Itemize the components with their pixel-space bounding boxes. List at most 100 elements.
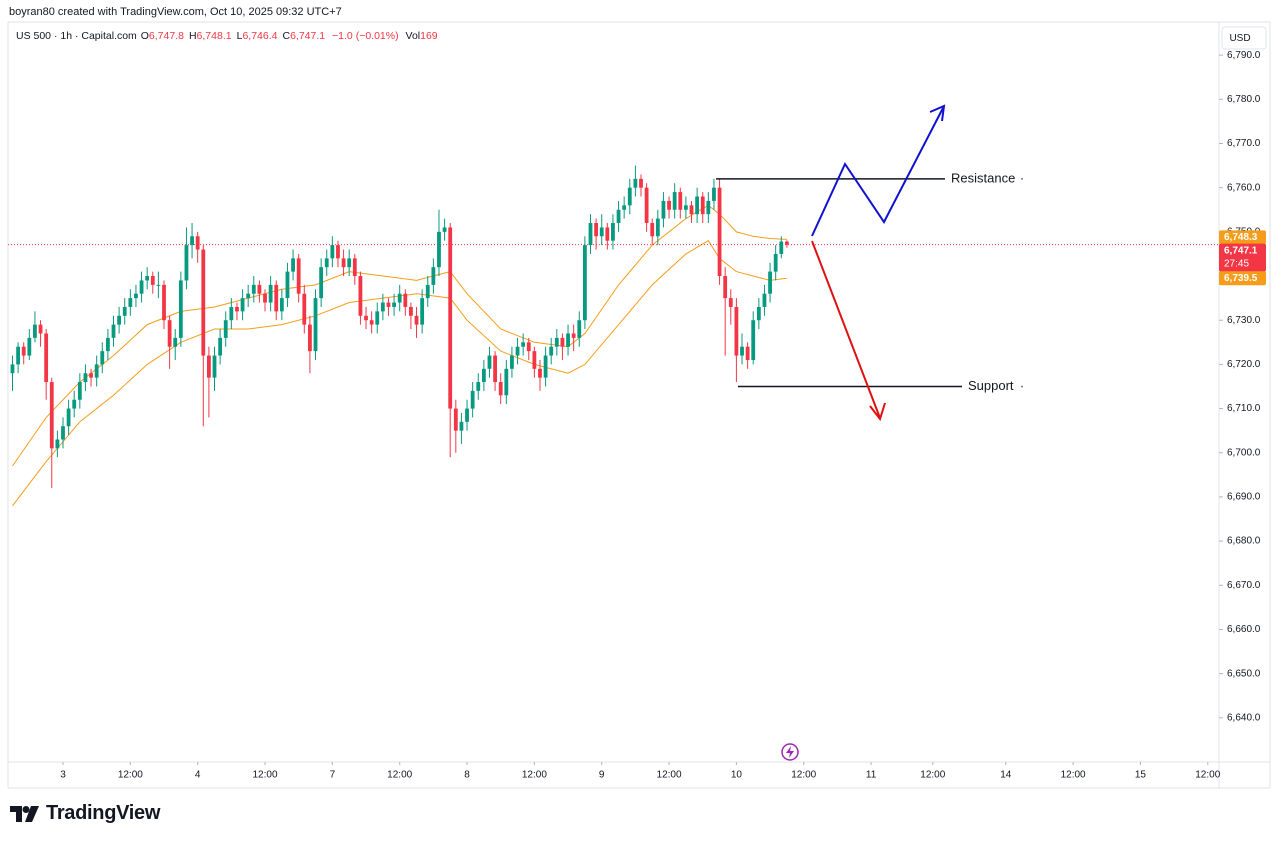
candle-body — [263, 293, 267, 303]
ohlc-key: O — [140, 30, 149, 42]
ohlc-key: L — [236, 30, 243, 42]
candle-body — [560, 337, 565, 347]
candle-body — [712, 187, 716, 201]
ohlc-value: 6,747.1 — [290, 30, 326, 42]
candle-body — [773, 253, 778, 272]
candle-body — [571, 333, 576, 338]
candle-body — [549, 346, 554, 356]
y-tick-label: 6,780.0 — [1227, 94, 1261, 105]
ohlc-key: C — [282, 30, 291, 42]
symbol-legend: US 500 · 1h · Capital.com O6,747.8 H6,748… — [16, 30, 442, 42]
candle-body — [386, 302, 391, 307]
candle-body — [347, 258, 352, 268]
level-handle — [1021, 177, 1023, 180]
candle-body — [156, 284, 161, 286]
price-tag — [1219, 243, 1266, 272]
candle-body — [235, 306, 239, 312]
credit: boyran80 created with TradingView.com, O… — [9, 6, 342, 18]
x-tick-label: 4 — [195, 770, 201, 781]
candle-body — [453, 408, 458, 431]
currency: USD — [1229, 33, 1250, 44]
candle-body — [21, 346, 26, 356]
y-tick-label: 6,690.0 — [1227, 492, 1261, 503]
candle-body — [717, 187, 722, 277]
event-icon[interactable] — [781, 743, 799, 761]
candle-body — [639, 178, 643, 188]
candle-body — [206, 355, 211, 378]
x-tick-label: 7 — [330, 770, 336, 781]
currency-box[interactable] — [1221, 26, 1267, 50]
y-tick-label: 6,700.0 — [1227, 447, 1261, 458]
x-tick-label: 11 — [866, 770, 877, 781]
candle-body — [336, 245, 340, 259]
ohlc-value: 6,747.8 — [148, 30, 184, 42]
logo-icon — [10, 805, 39, 822]
price-tag — [1219, 230, 1266, 245]
candle-body — [493, 355, 497, 383]
candle-body — [588, 223, 593, 246]
candle-body — [740, 346, 744, 356]
candle-body — [566, 333, 570, 347]
candle-body — [723, 276, 728, 299]
candle-body — [38, 324, 43, 334]
candle-body — [72, 399, 77, 409]
candle-body — [425, 284, 430, 299]
price-tag-label: 6,739.5 — [1224, 273, 1258, 284]
x-tick-label: 3 — [60, 770, 66, 781]
candle-body — [779, 241, 784, 254]
x-tick-label: 12:00 — [1195, 770, 1220, 781]
candle-body — [122, 306, 127, 316]
bearish-arrowhead — [869, 402, 886, 422]
candle-body — [487, 355, 492, 369]
logo: TradingView — [10, 802, 160, 825]
candle-body — [459, 421, 464, 431]
candle-body — [369, 320, 374, 325]
candle-body — [178, 280, 183, 338]
symbol: US 500 · 1h · Capital.com — [16, 30, 137, 42]
candle-body — [768, 271, 772, 294]
candle-body — [246, 293, 251, 299]
candle-body — [437, 231, 441, 268]
candle-body — [414, 315, 419, 325]
candle-body — [145, 276, 150, 281]
y-tick-label: 6,740.0 — [1227, 271, 1261, 282]
candle-body — [134, 293, 138, 299]
candle-body — [89, 373, 93, 378]
y-tick-label: 6,680.0 — [1227, 536, 1261, 547]
y-tick-label: 6,730.0 — [1227, 315, 1261, 326]
candle-body — [481, 368, 486, 383]
candle-body — [100, 351, 105, 365]
price-tag-label: 6,747.1 — [1224, 245, 1258, 256]
x-tick-label: 15 — [1135, 770, 1147, 781]
bullish-arrowhead — [929, 104, 946, 122]
candle-body — [27, 337, 32, 356]
candle-body — [538, 368, 542, 378]
candle-body — [105, 337, 110, 352]
candle-body — [594, 223, 599, 237]
level-label: Support — [968, 378, 1014, 393]
candle-body — [167, 320, 172, 347]
candle-body — [296, 258, 301, 294]
candle-body — [274, 284, 279, 312]
candle-body — [173, 337, 178, 347]
candle-body — [728, 298, 733, 307]
x-tick-label: 10 — [731, 770, 743, 781]
candle-body — [605, 227, 610, 241]
candle-body — [543, 355, 548, 378]
candle-body — [308, 324, 312, 352]
candle-body — [470, 390, 475, 409]
candle-body — [734, 306, 739, 356]
candle-body — [223, 320, 228, 338]
candle-body — [324, 258, 329, 268]
ohlc-key: H — [188, 30, 197, 42]
candle-body — [77, 382, 82, 400]
candle-body — [364, 315, 368, 321]
candle-body — [10, 364, 15, 374]
candle-body — [650, 223, 655, 237]
bullish-projection — [811, 107, 944, 237]
candle-body — [66, 408, 71, 427]
candle-body — [678, 192, 683, 210]
candle-body — [279, 298, 284, 312]
